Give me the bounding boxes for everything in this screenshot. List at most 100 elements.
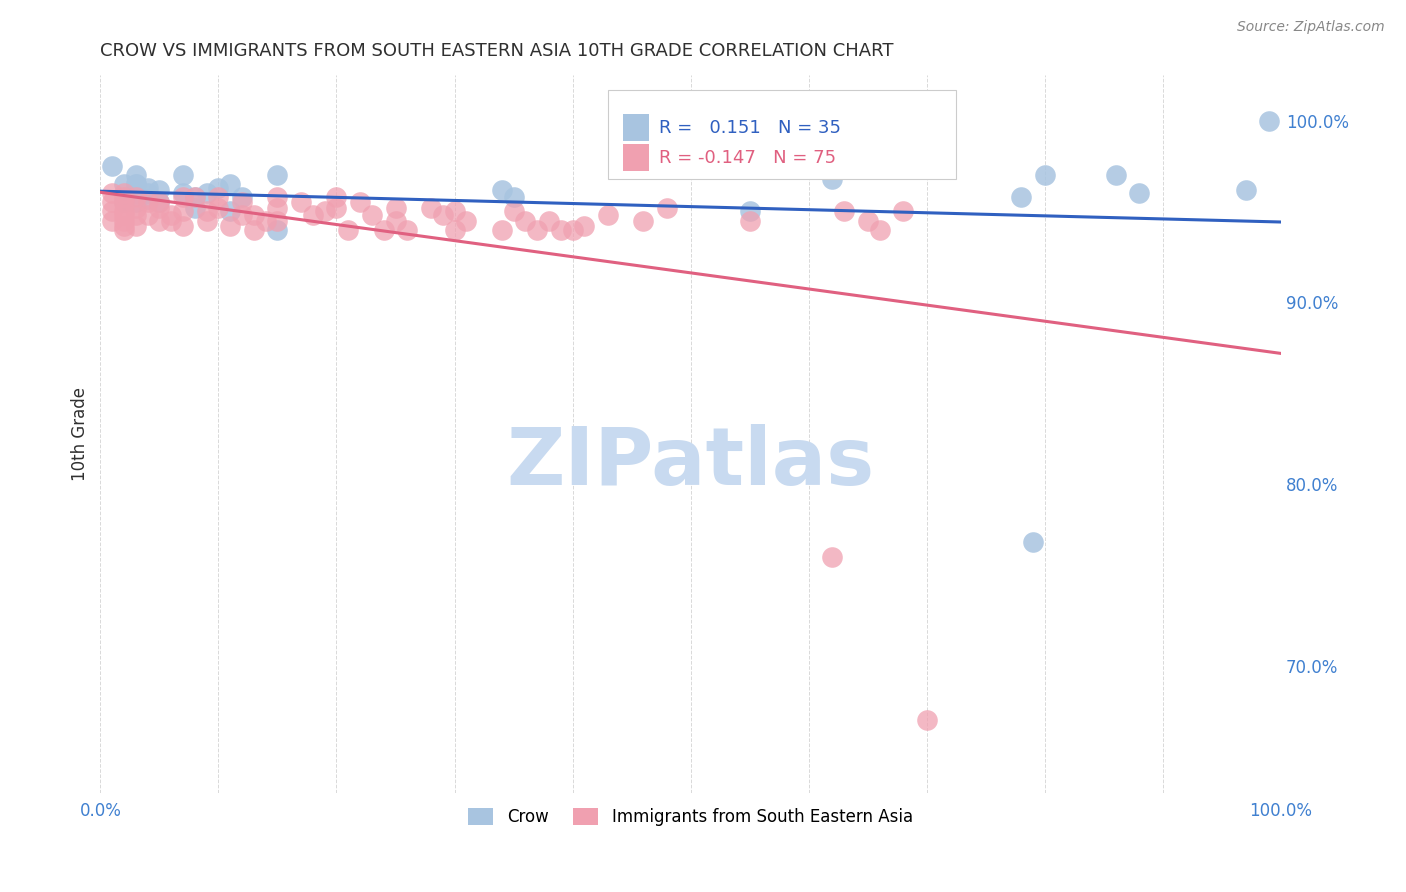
Point <box>136 181 159 195</box>
Point <box>160 213 183 227</box>
Point <box>419 201 441 215</box>
Point <box>148 195 170 210</box>
Text: ZIPatlas: ZIPatlas <box>506 424 875 501</box>
Point <box>491 183 513 197</box>
Point <box>136 186 159 201</box>
Point <box>821 549 844 564</box>
Y-axis label: 10th Grade: 10th Grade <box>72 387 89 481</box>
Point <box>219 204 242 219</box>
Point <box>243 222 266 236</box>
Point <box>384 213 406 227</box>
Point <box>136 192 159 206</box>
Point <box>112 195 135 210</box>
Point <box>738 204 761 219</box>
Point <box>302 208 325 222</box>
Point <box>125 195 148 210</box>
Point <box>373 222 395 236</box>
Point <box>526 222 548 236</box>
Point <box>172 186 194 201</box>
Point <box>184 190 207 204</box>
Point <box>101 159 124 173</box>
Point <box>266 222 288 236</box>
Point <box>112 222 135 236</box>
Point <box>172 204 194 219</box>
Point <box>1033 168 1056 182</box>
Point <box>125 168 148 182</box>
Point <box>1234 183 1257 197</box>
Point <box>550 222 572 236</box>
Point <box>231 190 253 204</box>
Point <box>184 201 207 215</box>
Point <box>443 222 465 236</box>
Point <box>112 213 135 227</box>
Point <box>254 213 277 227</box>
Point <box>515 213 537 227</box>
Point <box>112 186 135 201</box>
Point <box>596 208 619 222</box>
Point <box>832 204 855 219</box>
Point <box>195 186 218 201</box>
Point <box>125 219 148 233</box>
Point <box>207 201 229 215</box>
Point <box>195 213 218 227</box>
Point <box>314 204 336 219</box>
Point <box>1010 190 1032 204</box>
Point <box>655 201 678 215</box>
Point <box>219 219 242 233</box>
Point <box>148 183 170 197</box>
Point <box>432 208 454 222</box>
Point <box>125 208 148 222</box>
Point <box>384 201 406 215</box>
Point <box>869 222 891 236</box>
Point <box>101 204 124 219</box>
Point <box>821 171 844 186</box>
Point <box>502 190 524 204</box>
Point <box>1105 168 1128 182</box>
Point <box>231 208 253 222</box>
Text: CROW VS IMMIGRANTS FROM SOUTH EASTERN ASIA 10TH GRADE CORRELATION CHART: CROW VS IMMIGRANTS FROM SOUTH EASTERN AS… <box>100 42 894 60</box>
Point <box>148 201 170 215</box>
Point <box>456 213 478 227</box>
Point <box>101 186 124 201</box>
Point <box>112 177 135 191</box>
Point <box>915 713 938 727</box>
Point <box>112 204 135 219</box>
Point <box>1022 535 1045 549</box>
Point <box>112 190 135 204</box>
Point <box>266 190 288 204</box>
Point <box>112 208 135 222</box>
Point <box>361 208 384 222</box>
Point <box>349 195 371 210</box>
Point <box>148 213 170 227</box>
Text: Source: ZipAtlas.com: Source: ZipAtlas.com <box>1237 20 1385 34</box>
Text: R =   0.151   N = 35: R = 0.151 N = 35 <box>659 119 841 136</box>
Point <box>136 195 159 210</box>
Point <box>136 208 159 222</box>
Point <box>172 168 194 182</box>
Point <box>396 222 419 236</box>
Point <box>101 213 124 227</box>
Point <box>243 208 266 222</box>
Point <box>1128 186 1150 201</box>
Point <box>112 219 135 233</box>
Point <box>502 204 524 219</box>
Point <box>325 201 347 215</box>
Point <box>125 201 148 215</box>
Point <box>148 195 170 210</box>
Text: R = -0.147   N = 75: R = -0.147 N = 75 <box>659 149 837 167</box>
Point <box>125 190 148 204</box>
Point <box>633 213 655 227</box>
Point <box>184 190 207 204</box>
Point <box>195 204 218 219</box>
Point <box>337 222 360 236</box>
Point <box>125 177 148 191</box>
Point <box>856 213 879 227</box>
Point <box>491 222 513 236</box>
Point <box>125 177 148 191</box>
Point <box>112 195 135 210</box>
Point <box>172 219 194 233</box>
Point <box>290 195 312 210</box>
Point <box>160 208 183 222</box>
Point <box>219 177 242 191</box>
Point <box>125 186 148 201</box>
